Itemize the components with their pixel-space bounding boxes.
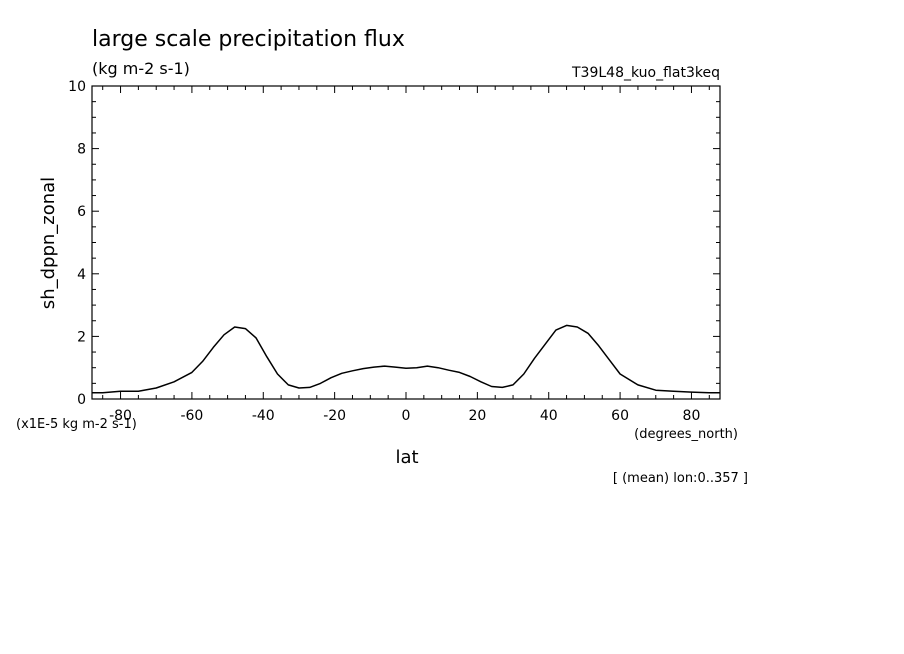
y-unit-label: (x1E-5 kg m-2 s-1) <box>16 417 137 432</box>
y-tick-label: 4 <box>77 267 86 283</box>
x-tick-label: -40 <box>252 408 275 424</box>
x-tick-label: 0 <box>402 408 411 424</box>
x-tick-label: 60 <box>611 408 629 424</box>
plot-frame <box>91 85 721 400</box>
y-axis-label: sh_dppn_zonal <box>38 177 59 309</box>
x-unit-label: (degrees_north) <box>634 427 738 442</box>
x-tick-label: -60 <box>180 408 203 424</box>
y-tick-label: 6 <box>77 204 86 220</box>
series-layer <box>92 324 720 394</box>
footnote: [ (mean) lon:0..357 ] <box>613 471 748 486</box>
chart-subtitle: (kg m-2 s-1) <box>92 59 190 78</box>
tick-labels: -80 -60 -40 -20 0 20 40 60 80 0 2 4 6 8 10 <box>68 79 700 424</box>
x-tick-label: 20 <box>468 408 486 424</box>
series-line <box>92 324 720 394</box>
chart-title: large scale precipitation flux <box>92 27 405 52</box>
x-tick-label: -80 <box>109 408 132 424</box>
y-tick-label: 10 <box>68 79 86 95</box>
x-tick-label: -20 <box>323 408 346 424</box>
x-tick-label: 40 <box>540 408 558 424</box>
axis-ticks <box>92 85 720 400</box>
y-tick-label: 0 <box>77 392 86 408</box>
x-axis-label: lat <box>395 447 418 468</box>
experiment-label: T39L48_kuo_flat3keq <box>571 65 720 81</box>
y-tick-label: 8 <box>77 142 86 158</box>
y-tick-label: 2 <box>77 329 86 345</box>
x-tick-label: 80 <box>683 408 701 424</box>
